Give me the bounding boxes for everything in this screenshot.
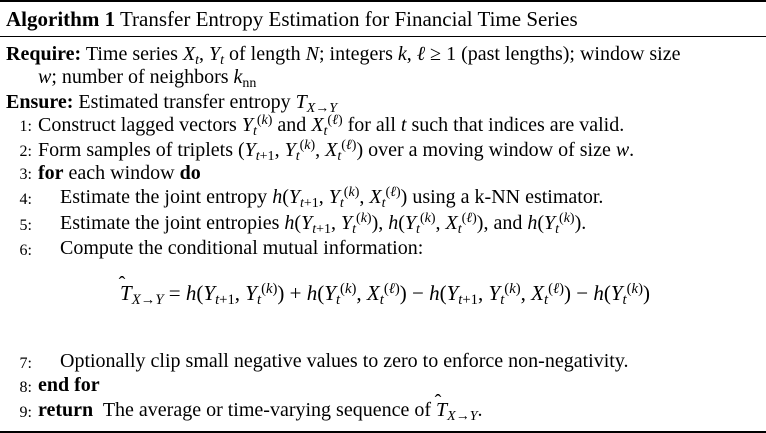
algorithm-title: Algorithm 1 Transfer Entropy Estimation … [6, 7, 578, 32]
step-6: Compute the conditional mutual informati… [60, 237, 424, 259]
algorithm-name: Transfer Entropy Estimation for Financia… [119, 7, 578, 31]
end-for-keyword: end for [38, 374, 100, 396]
bottom-rule [0, 431, 766, 433]
require-line-2: w; number of neighbors knn [38, 66, 257, 92]
for-text: each window [68, 162, 175, 184]
return-keyword: return [38, 399, 94, 421]
return-text: The average or time-varying sequence of [102, 399, 432, 421]
title-rule [0, 36, 766, 37]
require-keyword: Require: [6, 43, 82, 65]
ensure-keyword: Ensure: [6, 91, 74, 113]
for-keyword: for [38, 162, 64, 184]
step-number: 9: [19, 404, 32, 421]
step-number: 3: [19, 166, 32, 183]
step-5: Estimate the joint entropies h(Yt+1, Yt(… [60, 211, 587, 238]
step-1: Construct lagged vectors Yt(k) and Xt(ℓ)… [38, 113, 625, 140]
do-keyword: do [179, 162, 201, 184]
step-4: Estimate the joint entropy h(Yt+1, Yt(k)… [60, 185, 604, 212]
step-number: 5: [19, 217, 32, 234]
step-number: 7: [19, 355, 32, 372]
step-number: 1: [19, 118, 32, 135]
step-number: 8: [19, 379, 32, 396]
require-line-1: Require: Time series Xt, Yt of length N;… [6, 43, 681, 69]
top-rule [0, 0, 766, 2]
cmi-formula: TX→Y = h(Yt+1, Yt(k)) + h(Yt(k), Xt(ℓ)) … [120, 281, 650, 308]
step-number: 2: [19, 143, 32, 160]
ensure-line: Ensure: Estimated transfer entropy TX→Y [6, 91, 338, 117]
step-number: 4: [19, 191, 32, 208]
step-number: 6: [19, 242, 32, 259]
step-3: for each window do [38, 162, 201, 184]
algorithm-label: Algorithm 1 [6, 7, 116, 31]
step-2: Form samples of triplets (Yt+1, Yt(k), X… [38, 138, 635, 165]
step-8: end for [38, 374, 100, 396]
step-9: return The average or time-varying seque… [38, 399, 483, 424]
step-7: Optionally clip small negative values to… [60, 350, 629, 372]
